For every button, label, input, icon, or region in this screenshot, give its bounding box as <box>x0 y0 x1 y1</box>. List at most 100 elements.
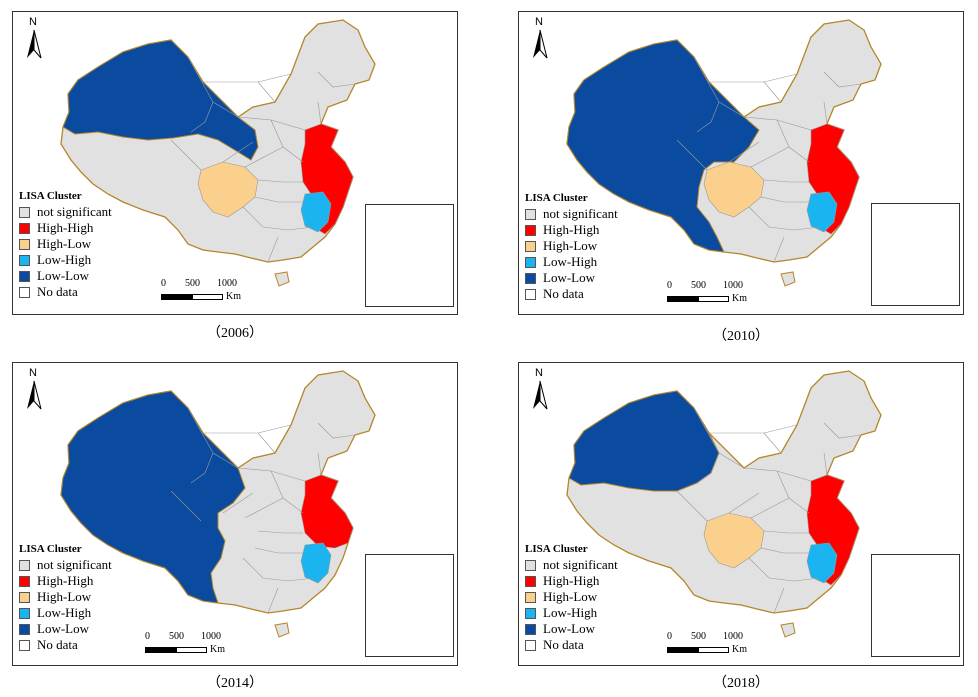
north-arrow-icon: N <box>23 16 45 60</box>
legend-label: Low-High <box>543 605 598 620</box>
legend-item: not significant <box>525 557 685 573</box>
panel-caption: （2010） <box>713 329 769 344</box>
north-arrow-icon: N <box>529 367 551 411</box>
province-boundary <box>760 196 809 203</box>
province-boundary <box>242 206 314 231</box>
legend-label: Low-High <box>37 252 92 267</box>
region-high-high <box>806 123 860 235</box>
province-boundary <box>170 139 202 171</box>
legend-item: Low-Low <box>19 621 179 637</box>
north-arrow-icon: N <box>529 16 551 60</box>
region-low-low <box>60 390 246 604</box>
legend: LISA Cluster not significant High-High High… <box>525 192 685 302</box>
legend-label: High-High <box>543 573 600 588</box>
legend-item: Low-High <box>525 254 685 270</box>
region-low-low <box>568 390 720 492</box>
hainan-island <box>274 271 290 287</box>
legend-item: High-Low <box>525 589 685 605</box>
scale-bar: 0 500 1000 Km <box>667 631 747 655</box>
province-boundary <box>709 424 798 434</box>
legend-item: Low-High <box>525 605 685 621</box>
legend-item: High-Low <box>19 236 179 252</box>
legend-label: Low-Low <box>37 268 89 283</box>
legend: LISA Cluster not significant High-High High… <box>19 543 179 653</box>
province-boundary <box>254 547 303 554</box>
legend-item: High-High <box>19 220 179 236</box>
north-label: N <box>535 16 543 28</box>
legend-title: LISA Cluster <box>19 190 82 202</box>
scale-tick: 500 <box>691 631 706 642</box>
choropleth-map <box>566 19 953 296</box>
south-china-sea-inset <box>365 554 454 657</box>
region-high-high <box>806 474 860 586</box>
choropleth-map <box>60 19 447 296</box>
legend-item: Low-Low <box>525 270 685 286</box>
legend-title: LISA Cluster <box>525 192 588 204</box>
legend-item: High-Low <box>525 238 685 254</box>
scale-unit: Km <box>732 293 747 304</box>
legend-swatch <box>19 206 30 218</box>
legend-item: High-High <box>525 222 685 238</box>
legend-swatch <box>525 256 536 268</box>
scale-tick: 1000 <box>201 631 221 642</box>
scale-bar: 0 500 1000 Km <box>161 278 241 302</box>
legend-swatch <box>19 286 30 298</box>
north-label: N <box>29 16 37 28</box>
legend-item: No data <box>19 637 179 653</box>
province-boundary <box>728 141 760 163</box>
province-boundary <box>696 452 720 484</box>
hainan-island <box>780 622 796 638</box>
legend-label: No data <box>37 637 78 652</box>
province-boundary <box>763 530 809 534</box>
region-low-high <box>300 191 332 233</box>
region-high-high <box>300 474 354 549</box>
south-china-sea-inset <box>365 204 454 307</box>
hainan-island <box>780 271 796 287</box>
province-boundary <box>190 101 214 133</box>
legend-swatch <box>525 559 536 571</box>
scale-tick: 1000 <box>723 631 743 642</box>
legend-swatch <box>525 591 536 603</box>
province-boundary <box>823 452 828 476</box>
province-boundary <box>748 557 820 582</box>
province-boundary <box>244 146 284 168</box>
legend-swatch <box>19 254 30 266</box>
province-boundary <box>222 141 254 163</box>
scale-bar: 0 500 1000 Km <box>145 631 225 655</box>
legend-swatch <box>525 288 536 300</box>
south-china-sea-inset <box>871 554 960 657</box>
legend-swatch <box>19 559 30 571</box>
province-boundary <box>257 179 303 183</box>
legend-item: Low-Low <box>525 621 685 637</box>
legend-label: Low-High <box>37 605 92 620</box>
scale-tick: 500 <box>185 278 200 289</box>
legend-item: High-Low <box>19 589 179 605</box>
province-boundary <box>823 71 862 88</box>
legend-label: not significant <box>543 557 618 572</box>
legend-swatch <box>525 639 536 651</box>
map-panel: N LISA Cluster not significant High-High Hig… <box>12 11 458 315</box>
legend-label: High-High <box>37 220 94 235</box>
scale-tick: 0 <box>161 278 166 289</box>
province-boundary <box>750 497 790 519</box>
north-arrow-icon: N <box>23 367 45 411</box>
legend-swatch <box>525 208 536 220</box>
panel-caption: （2014） <box>207 676 263 691</box>
legend-swatch <box>19 575 30 587</box>
legend-swatch <box>19 607 30 619</box>
legend: LISA Cluster not significant High-High High… <box>19 190 179 300</box>
province-boundary <box>203 73 292 83</box>
legend-item: No data <box>525 637 685 653</box>
legend-swatch <box>525 224 536 236</box>
province-boundary <box>317 71 356 88</box>
region-low-high <box>806 542 838 584</box>
legend-label: Low-Low <box>37 621 89 636</box>
province-boundary <box>696 101 720 133</box>
panel-caption: （2018） <box>713 676 769 691</box>
scale-tick: 0 <box>667 280 672 291</box>
scale-tick: 1000 <box>217 278 237 289</box>
legend-label: High-High <box>37 573 94 588</box>
legend-label: High-Low <box>543 589 598 604</box>
province-boundary <box>257 81 276 103</box>
province-boundary <box>242 557 314 582</box>
